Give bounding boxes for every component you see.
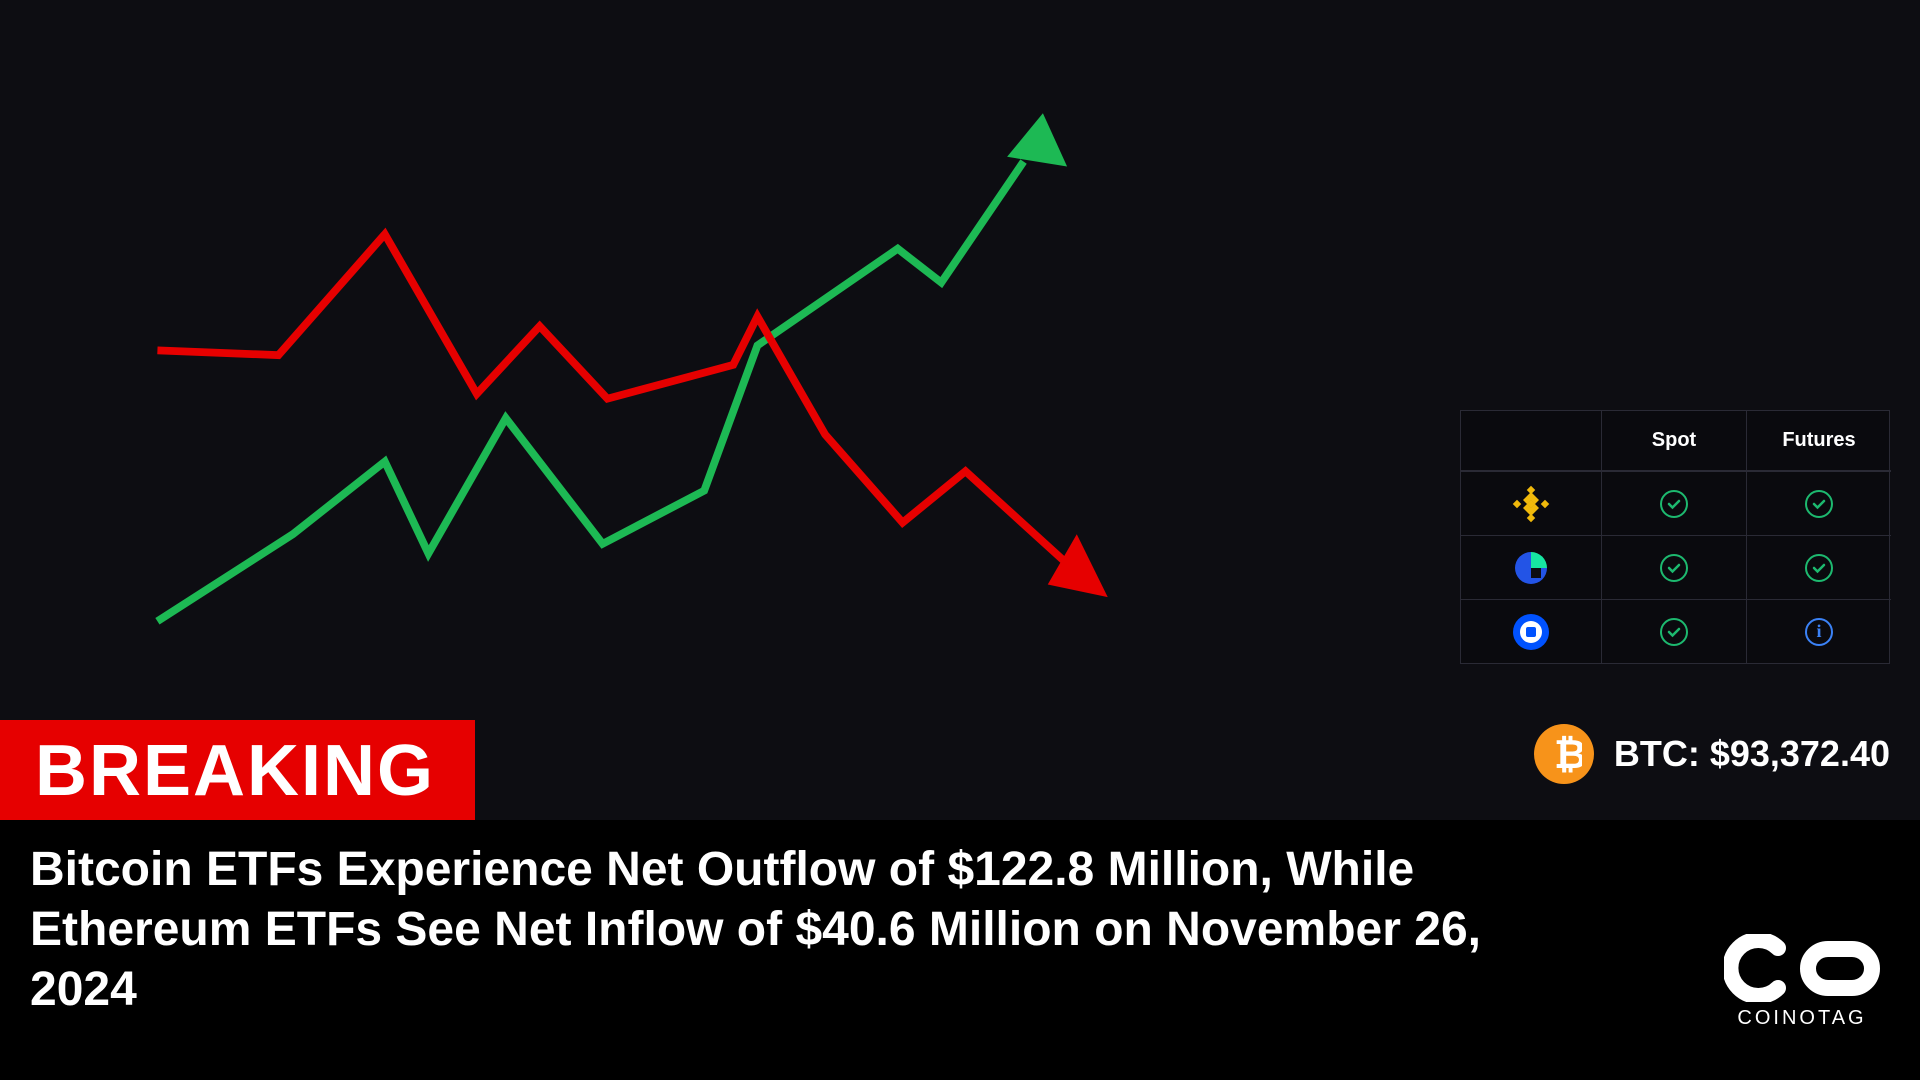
btc-price-widget: ₿ BTC: $93,372.40: [1534, 724, 1890, 784]
coinotag-brand-name: COINOTAG: [1737, 1007, 1866, 1030]
breaking-label: BREAKING: [35, 730, 435, 812]
red-trend-line: [157, 234, 1072, 568]
table-row: i: [1461, 599, 1889, 663]
headline-text: Bitcoin ETFs Experience Net Outflow of $…: [30, 840, 1530, 1020]
green-arrow-head: [1007, 113, 1067, 166]
exchange-logo-cell: [1461, 599, 1601, 663]
exchange-logo-cell: [1461, 535, 1601, 599]
status-cell: [1601, 599, 1746, 663]
status-cell: [1601, 535, 1746, 599]
check-icon: [1660, 554, 1688, 582]
coinbase-icon: [1511, 612, 1551, 652]
table-row: [1461, 535, 1889, 599]
exchange-logo-cell: [1461, 471, 1601, 535]
header-spot: Spot: [1601, 411, 1746, 471]
check-icon: [1660, 490, 1688, 518]
status-cell: [1601, 471, 1746, 535]
check-icon: [1805, 490, 1833, 518]
table-row: [1461, 471, 1889, 535]
check-icon: [1660, 618, 1688, 646]
green-trend-line: [157, 162, 1023, 622]
status-cell: i: [1746, 599, 1891, 663]
info-icon: i: [1805, 618, 1833, 646]
status-cell: [1746, 535, 1891, 599]
svg-text:₿: ₿: [1554, 733, 1582, 776]
btc-price-text: BTC: $93,372.40: [1614, 733, 1890, 775]
headline-bar: Bitcoin ETFs Experience Net Outflow of $…: [0, 820, 1920, 1080]
check-icon: [1805, 554, 1833, 582]
exchange-table-header: Spot Futures: [1461, 411, 1889, 471]
status-cell: [1746, 471, 1891, 535]
binance-icon: [1511, 484, 1551, 524]
chart-svg: [140, 60, 1220, 660]
header-empty: [1461, 411, 1601, 471]
header-futures: Futures: [1746, 411, 1891, 471]
gate-icon: [1511, 548, 1551, 588]
coinotag-icon: [1724, 934, 1880, 1002]
exchange-table: Spot Futures: [1460, 410, 1890, 664]
trend-chart: [140, 60, 1220, 660]
coinotag-logo: COINOTAG: [1724, 934, 1880, 1030]
breaking-badge: BREAKING: [0, 720, 475, 822]
red-arrow-head: [1048, 534, 1108, 597]
bitcoin-icon: ₿: [1534, 724, 1594, 784]
